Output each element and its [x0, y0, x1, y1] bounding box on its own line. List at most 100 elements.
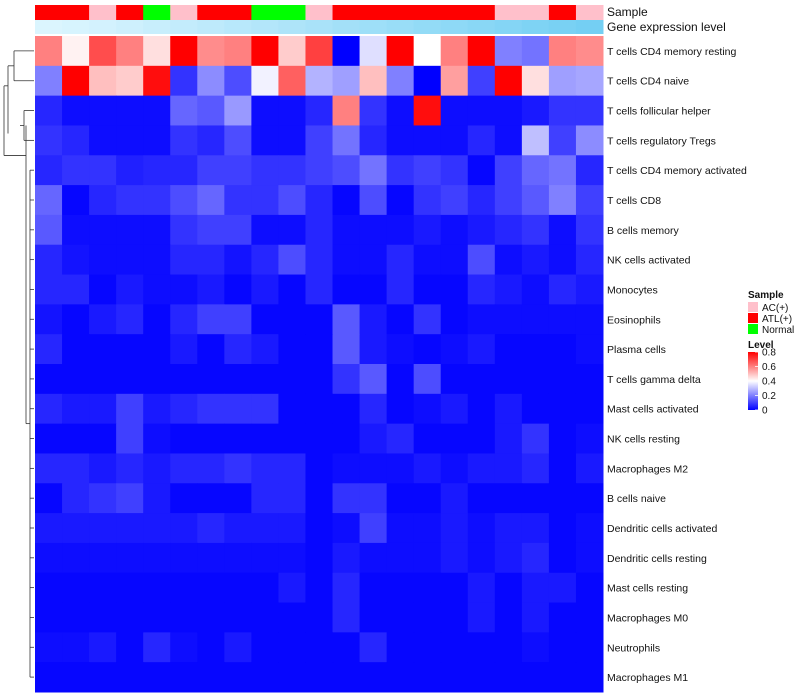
- sample-annotation-cell: [224, 5, 252, 21]
- heatmap-cell: [35, 632, 63, 663]
- heatmap-cell: [89, 304, 117, 335]
- heatmap-cell: [116, 602, 144, 633]
- heatmap-cell: [359, 602, 388, 633]
- heatmap-cell: [440, 36, 469, 67]
- heatmap-cell: [440, 483, 469, 514]
- heatmap-cell: [386, 513, 415, 544]
- heatmap-cell: [575, 155, 604, 186]
- heatmap-cell: [170, 632, 198, 663]
- heatmap-cell: [575, 602, 604, 633]
- heatmap-cell: [170, 274, 198, 305]
- heatmap-cell: [521, 423, 550, 454]
- heatmap-cell: [116, 572, 144, 604]
- heatmap-cell: [440, 364, 469, 395]
- heatmap-cell: [251, 572, 279, 604]
- heatmap-cell: [386, 214, 415, 246]
- heatmap-cell: [89, 95, 117, 126]
- heatmap-cell: [197, 244, 225, 276]
- heatmap-cell: [575, 393, 604, 425]
- expression-annotation-cell: [170, 20, 198, 34]
- heatmap-cell: [494, 125, 523, 156]
- heatmap-cell: [197, 155, 225, 186]
- row-label: Plasma cells: [607, 344, 666, 356]
- heatmap-cell: [467, 632, 496, 663]
- heatmap-cell: [62, 95, 90, 126]
- heatmap-cell: [224, 364, 252, 395]
- heatmap-cell: [62, 65, 90, 97]
- heatmap-cell: [224, 483, 252, 514]
- expression-annotation-cell: [35, 20, 63, 34]
- heatmap-cell: [35, 513, 63, 544]
- heatmap-cell: [386, 602, 415, 633]
- heatmap-cell: [359, 662, 388, 693]
- heatmap-cell: [548, 542, 577, 574]
- heatmap-cell: [332, 393, 361, 425]
- heatmap-cell: [89, 393, 117, 425]
- heatmap-cell: [467, 65, 496, 97]
- row-label: T cells CD4 memory resting: [607, 46, 736, 58]
- heatmap-cell: [413, 214, 442, 246]
- heatmap-cell: [305, 244, 334, 276]
- heatmap-cell: [440, 542, 469, 574]
- heatmap-cell: [548, 632, 577, 663]
- heatmap-cell: [467, 572, 496, 604]
- heatmap-cell: [440, 65, 469, 97]
- heatmap-cell: [332, 572, 361, 604]
- heatmap-cell: [116, 423, 144, 454]
- heatmap-cell: [305, 572, 334, 604]
- heatmap-cell: [386, 125, 415, 156]
- heatmap-cell: [548, 423, 577, 454]
- heatmap-cell: [359, 423, 388, 454]
- heatmap-cell: [494, 572, 523, 604]
- expression-annotation-cell: [224, 20, 252, 34]
- heatmap-cell: [359, 125, 388, 156]
- heatmap-cell: [521, 364, 550, 395]
- heatmap-cell: [386, 572, 415, 604]
- legend-level-title: Level: [748, 340, 774, 351]
- row-label: Macrophages M1: [607, 672, 688, 684]
- heatmap-cell: [413, 572, 442, 604]
- heatmap-cell: [278, 304, 306, 335]
- row-label: Mast cells activated: [607, 404, 699, 416]
- heatmap-cell: [251, 155, 279, 186]
- heatmap-cell: [467, 185, 496, 216]
- heatmap-cell: [143, 542, 171, 574]
- heatmap-cell: [89, 125, 117, 156]
- heatmap-cell: [224, 602, 252, 633]
- heatmap-cell: [494, 155, 523, 186]
- heatmap-cell: [575, 95, 604, 126]
- heatmap-cell: [89, 483, 117, 514]
- heatmap-cell: [494, 65, 523, 97]
- heatmap-cell: [35, 274, 63, 305]
- heatmap-cell: [224, 572, 252, 604]
- expression-annotation-cell: [116, 20, 144, 34]
- heatmap-cell: [494, 453, 523, 484]
- heatmap-cell: [548, 364, 577, 395]
- heatmap-cell: [494, 185, 523, 216]
- heatmap-cell: [332, 453, 361, 484]
- heatmap-cell: [89, 185, 117, 216]
- heatmap-cell: [35, 125, 63, 156]
- heatmap-cell: [359, 214, 388, 246]
- heatmap-cell: [278, 662, 306, 693]
- heatmap-cell: [251, 423, 279, 454]
- heatmap-cell: [197, 542, 225, 574]
- heatmap-cell: [305, 125, 334, 156]
- heatmap-cell: [359, 483, 388, 514]
- heatmap-cell: [62, 662, 90, 693]
- heatmap-cell: [224, 334, 252, 365]
- heatmap-cell: [251, 274, 279, 305]
- heatmap-cell: [575, 364, 604, 395]
- heatmap-cell: [143, 214, 171, 246]
- heatmap-cell: [143, 65, 171, 97]
- heatmap-cell: [440, 304, 469, 335]
- heatmap-cell: [575, 125, 604, 156]
- heatmap-cell: [467, 364, 496, 395]
- expression-annotation-cell: [440, 20, 469, 34]
- heatmap-cell: [224, 304, 252, 335]
- expression-annotation-cell: [62, 20, 90, 34]
- heatmap-cell: [521, 274, 550, 305]
- heatmap-cell: [413, 125, 442, 156]
- heatmap-cell: [440, 602, 469, 633]
- sample-annotation-label: Sample: [607, 5, 648, 19]
